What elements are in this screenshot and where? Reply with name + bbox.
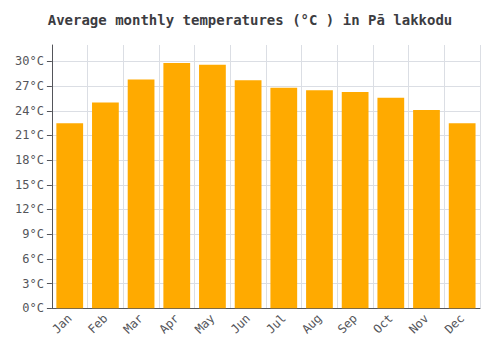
svg-text:9°C: 9°C xyxy=(22,227,44,241)
svg-text:0°C: 0°C xyxy=(22,301,44,315)
svg-text:Sep: Sep xyxy=(335,311,360,336)
svg-text:Average monthly temperatures (: Average monthly temperatures (°C ) in Pā… xyxy=(48,12,453,28)
svg-text:3°C: 3°C xyxy=(22,277,44,291)
svg-text:30°C: 30°C xyxy=(15,54,44,68)
svg-text:24°C: 24°C xyxy=(15,104,44,118)
svg-text:Nov: Nov xyxy=(406,311,431,336)
svg-text:15°C: 15°C xyxy=(15,178,44,192)
svg-text:Jan: Jan xyxy=(49,311,74,336)
svg-text:May: May xyxy=(192,311,217,336)
svg-text:18°C: 18°C xyxy=(15,153,44,167)
svg-text:21°C: 21°C xyxy=(15,128,44,142)
svg-text:Oct: Oct xyxy=(371,311,396,336)
svg-text:Aug: Aug xyxy=(299,311,324,336)
svg-text:Dec: Dec xyxy=(442,311,467,336)
svg-text:27°C: 27°C xyxy=(15,79,44,93)
svg-text:Feb: Feb xyxy=(85,311,110,336)
svg-text:Mar: Mar xyxy=(121,311,146,336)
svg-text:Jun: Jun xyxy=(228,311,253,336)
svg-text:Apr: Apr xyxy=(156,311,181,336)
svg-text:12°C: 12°C xyxy=(15,202,44,216)
svg-text:6°C: 6°C xyxy=(22,252,44,266)
svg-text:Jul: Jul xyxy=(264,311,289,336)
